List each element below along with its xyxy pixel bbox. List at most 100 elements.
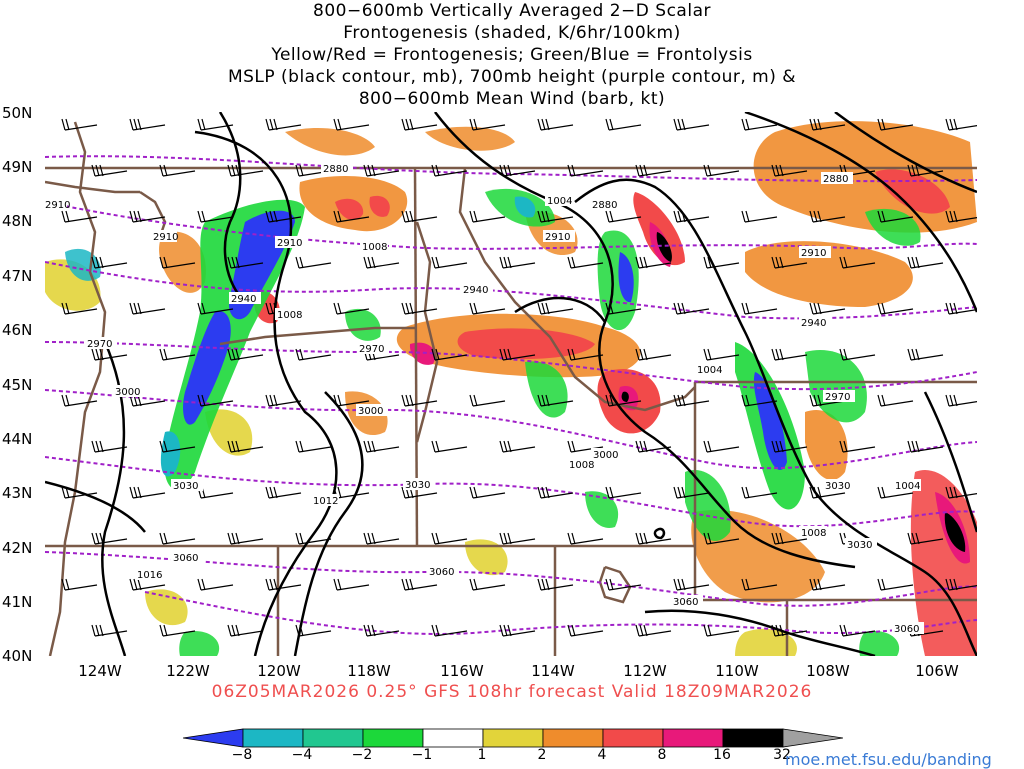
wind-barb xyxy=(809,302,846,315)
wind-barb xyxy=(877,486,914,499)
lat-label-50n: 50N xyxy=(2,104,33,122)
mslp-contours xyxy=(45,112,977,656)
wind-barb xyxy=(363,440,400,453)
state-border-line xyxy=(219,326,417,346)
wind-barb xyxy=(771,440,808,453)
wind-barb xyxy=(197,302,234,315)
colorbar-cell xyxy=(422,728,484,748)
wind-barb xyxy=(907,164,944,177)
colorbar-cell xyxy=(782,728,843,748)
frontolysis-patch xyxy=(160,431,181,477)
wind-barb xyxy=(227,348,264,361)
colorbar-label: 1 xyxy=(477,747,487,763)
wind-barb xyxy=(771,532,808,545)
height-label: 2970 xyxy=(359,344,384,355)
forecast-valid-time: 06Z05MAR2026 0.25° GFS 108hr forecast Va… xyxy=(211,682,813,702)
wind-barb xyxy=(159,440,196,453)
lat-label-40n: 40N xyxy=(2,647,33,665)
wind-barb xyxy=(703,348,740,361)
wind-barb xyxy=(401,578,438,591)
wind-barb xyxy=(159,256,196,269)
height-label: 2970 xyxy=(87,339,112,350)
frontolysis-patch xyxy=(859,631,900,656)
title-line-1: 800−600mb Vertically Averaged 2−D Scalar xyxy=(313,1,711,21)
mslp-label: 1008 xyxy=(277,310,302,321)
height-label: 2910 xyxy=(277,238,302,249)
lon-label-112w: 112W xyxy=(623,662,667,680)
wind-barb xyxy=(809,210,846,223)
wind-barb xyxy=(159,348,196,361)
wind-barb xyxy=(61,486,98,499)
lon-label-116w: 116W xyxy=(440,662,484,680)
wind-barb xyxy=(91,164,128,177)
mslp-contour-line xyxy=(45,480,146,533)
wind-barb xyxy=(537,302,574,315)
height-contour-line xyxy=(45,261,977,320)
mslp-contour-line xyxy=(834,112,977,194)
mslp-label: 1012 xyxy=(313,496,338,507)
wind-barb xyxy=(469,578,506,591)
wind-barb xyxy=(401,210,438,223)
wind-barb xyxy=(877,394,914,407)
wind-barb xyxy=(333,578,370,591)
lon-label-108w: 108W xyxy=(806,662,850,680)
lat-label-46n: 46N xyxy=(2,321,33,339)
wind-barb xyxy=(635,532,672,545)
wind-barb xyxy=(635,624,672,637)
wind-barb xyxy=(877,118,914,131)
wind-barb xyxy=(741,302,778,315)
wind-barb xyxy=(945,394,977,407)
lat-label-44n: 44N xyxy=(2,430,33,448)
lat-label-43n: 43N xyxy=(2,484,33,502)
colorbar-cell xyxy=(362,728,424,748)
mslp-contour-line xyxy=(644,609,876,656)
colorbar-cell xyxy=(183,728,244,748)
frontolysis-patch xyxy=(618,252,634,303)
height-label: 2880 xyxy=(823,174,848,185)
wind-barb xyxy=(945,118,977,131)
wind-barb xyxy=(907,256,944,269)
wind-barb xyxy=(129,486,166,499)
wind-barb xyxy=(265,486,302,499)
frontogenesis-patch xyxy=(335,198,364,220)
height-contour-line xyxy=(45,201,977,250)
lat-label-49n: 49N xyxy=(2,158,33,176)
wind-barb xyxy=(431,440,468,453)
height-label: 2940 xyxy=(463,285,488,296)
source-url-link[interactable]: moe.met.fsu.edu/banding xyxy=(785,750,992,769)
height-label: 3060 xyxy=(173,553,198,564)
colorbar-label: 2 xyxy=(537,747,547,763)
height-contour-line xyxy=(45,551,977,607)
colorbar-label: −4 xyxy=(291,747,313,763)
colorbar-label: −8 xyxy=(231,747,253,763)
wind-barb xyxy=(567,440,604,453)
mslp-contour-line xyxy=(434,112,856,569)
mslp-contour-line xyxy=(514,296,607,323)
state-border-line xyxy=(139,190,167,238)
frontogenesis-patch xyxy=(205,409,253,456)
wind-barb xyxy=(673,578,710,591)
wind-barb xyxy=(605,394,642,407)
wind-barb xyxy=(567,256,604,269)
colorbar-cell xyxy=(662,728,724,748)
height-label: 3030 xyxy=(173,481,198,492)
frontolysis-patch xyxy=(585,491,619,528)
wind-barb xyxy=(295,532,332,545)
wind-barb xyxy=(605,302,642,315)
frontogenesis-patch xyxy=(745,241,913,307)
wind-barb xyxy=(499,624,536,637)
wind-barb xyxy=(227,532,264,545)
title-line-3: Yellow/Red = Frontogenesis; Green/Blue =… xyxy=(271,45,753,65)
wind-barb xyxy=(567,624,604,637)
height-label: 3060 xyxy=(429,567,454,578)
wind-barbs xyxy=(61,118,977,637)
lat-label-47n: 47N xyxy=(2,267,33,285)
lon-label-120w: 120W xyxy=(257,662,301,680)
wind-barb xyxy=(741,210,778,223)
wind-barb xyxy=(333,486,370,499)
frontogenesis-patch xyxy=(145,589,188,626)
title-line-5: 800−600mb Mean Wind (barb, kt) xyxy=(358,89,666,109)
wind-barb xyxy=(907,440,944,453)
frontogenesis-patch xyxy=(910,470,977,656)
colorbar-label: 32 xyxy=(773,747,791,763)
